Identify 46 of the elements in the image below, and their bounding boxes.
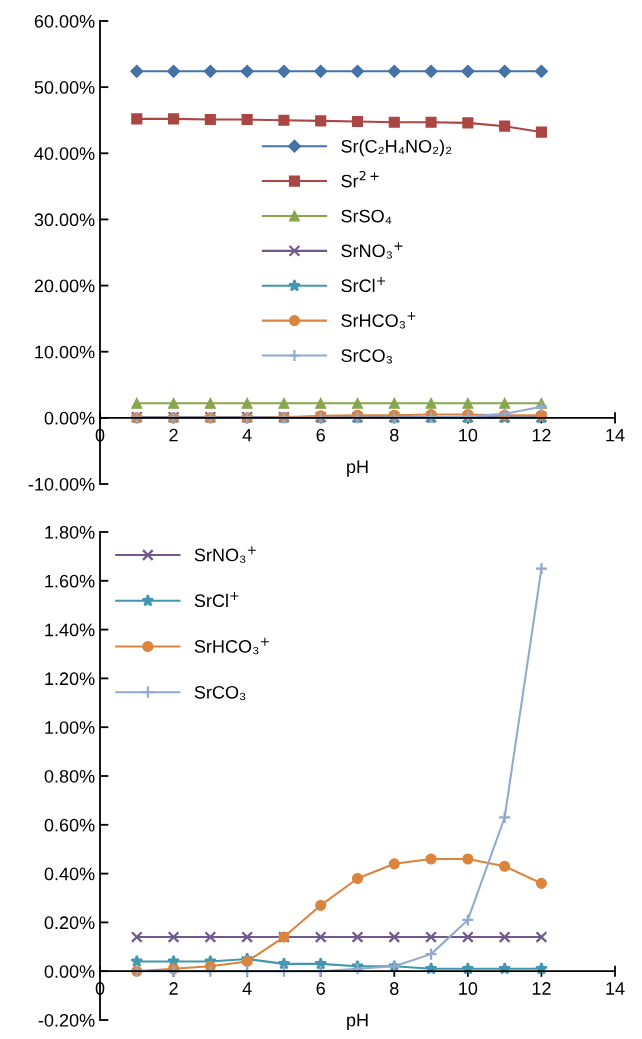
y-tick-label: 30.00% [34, 213, 95, 227]
x-tick-label: 2 [169, 982, 178, 995]
x-tick-label: 8 [390, 982, 399, 995]
legend-label: Sr$^{2+}$ [341, 170, 379, 188]
x-tick-label: 4 [242, 428, 252, 442]
y-tick-label: 1.60% [45, 574, 95, 588]
legend-label: SrCO₃ [194, 685, 246, 701]
legend-label: SrHCO₃$^{+}$ [194, 637, 269, 655]
legend-label: SrSO₄ [341, 209, 392, 224]
x-tick-label: 10 [459, 982, 478, 995]
x-tick-label: 8 [390, 428, 399, 442]
y-tick-label: 50.00% [34, 81, 95, 94]
x-tick-label: 14 [606, 428, 625, 442]
y-tick-label: 10.00% [35, 345, 95, 359]
y-tick-label: 0.60% [44, 818, 95, 832]
y-tick-label: 0.40% [44, 867, 95, 881]
x-tick-label: 4 [242, 982, 252, 995]
x-axis-title: pH [347, 460, 368, 477]
legend-label: SrCl$^{+}$ [341, 277, 386, 293]
y-tick-label: -0.20% [38, 1013, 95, 1027]
y-tick-label: 20.00% [34, 279, 95, 293]
y-tick-label: 1.80% [45, 525, 95, 539]
y-tick-label: 60.00% [34, 14, 95, 28]
y-tick-label: 1.00% [45, 721, 95, 734]
legend-label: SrCl$^{+}$ [194, 592, 239, 608]
x-tick-label: 6 [316, 982, 325, 995]
y-tick-label: 1.40% [45, 623, 95, 637]
legend-label: SrHCO₃$^{+}$ [341, 311, 416, 329]
x-tick-label: 10 [459, 428, 478, 442]
y-tick-label: -10.00% [28, 477, 95, 491]
x-tick-label: 2 [169, 428, 178, 442]
legend-label: SrNO₃$^{+}$ [341, 242, 403, 259]
legend-label: SrNO₃$^{+}$ [194, 546, 256, 563]
x-tick-label: 12 [532, 428, 551, 442]
x-tick-label: 12 [532, 982, 551, 995]
x-tick-label: 14 [606, 982, 625, 995]
legend-label: Sr(C₂H₄NO₂)₂ [341, 139, 452, 157]
y-tick-label: 40.00% [34, 147, 95, 161]
x-tick-label: 6 [316, 428, 325, 442]
legend-label: SrCO₃ [341, 349, 392, 364]
x-axis-title: pH [347, 1013, 368, 1031]
y-tick-label: 1.20% [45, 672, 95, 686]
y-tick-label: 0.80% [44, 769, 95, 783]
y-tick-label: 0.20% [44, 916, 95, 930]
y-tick-label: 0.00% [44, 965, 95, 978]
y-tick-label: 0.00% [44, 411, 95, 425]
